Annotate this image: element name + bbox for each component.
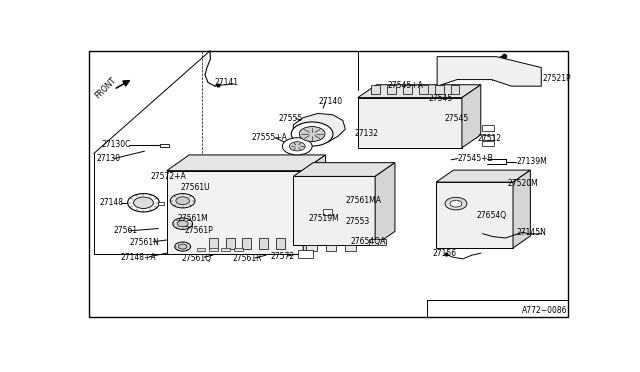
Text: 27545+B: 27545+B [458, 154, 493, 163]
Circle shape [450, 200, 462, 207]
Text: 27561MA: 27561MA [346, 196, 381, 205]
Polygon shape [375, 163, 395, 245]
Text: 27545: 27545 [428, 94, 452, 103]
Bar [243, 238, 252, 250]
Polygon shape [167, 171, 303, 254]
Circle shape [170, 193, 195, 208]
Text: 27545+A: 27545+A [388, 81, 424, 90]
Bar [209, 238, 218, 250]
Bar [451, 85, 460, 94]
Text: 27545: 27545 [445, 114, 469, 123]
Bar [306, 244, 317, 251]
Polygon shape [436, 170, 531, 182]
Circle shape [175, 242, 191, 251]
Text: 27555+A: 27555+A [251, 133, 287, 142]
Text: A772−0086: A772−0086 [522, 306, 567, 315]
Text: 27519M: 27519M [308, 214, 339, 223]
Text: 27145N: 27145N [516, 228, 547, 237]
Text: 27521P: 27521P [542, 74, 571, 83]
Text: 27512: 27512 [478, 134, 502, 142]
Polygon shape [293, 163, 395, 176]
Bar [482, 135, 494, 140]
Text: 27148: 27148 [100, 198, 124, 207]
Circle shape [173, 218, 193, 230]
Bar [387, 85, 396, 94]
Circle shape [289, 142, 305, 151]
Bar [403, 85, 412, 94]
Text: 27561: 27561 [114, 226, 138, 235]
Text: 27561R: 27561R [233, 254, 262, 263]
Circle shape [282, 138, 312, 155]
Bar [346, 244, 356, 251]
Text: 27553: 27553 [346, 217, 370, 226]
Bar [371, 85, 380, 94]
Circle shape [176, 197, 189, 205]
Bar [196, 248, 205, 251]
Text: 27654Q: 27654Q [477, 211, 507, 220]
Polygon shape [358, 85, 481, 97]
Polygon shape [303, 155, 326, 254]
Text: 27130: 27130 [97, 154, 120, 163]
Text: 27572+A: 27572+A [151, 172, 187, 181]
Bar [326, 244, 337, 251]
Text: 27140: 27140 [318, 97, 342, 106]
Circle shape [300, 126, 325, 141]
Bar [259, 238, 268, 250]
Bar [369, 240, 386, 245]
Polygon shape [167, 155, 326, 171]
Text: 27520M: 27520M [508, 179, 538, 188]
Text: 27555: 27555 [278, 114, 303, 123]
Text: 27130C: 27130C [101, 140, 131, 150]
Bar [226, 238, 235, 250]
Polygon shape [436, 182, 513, 248]
Text: 27654QA: 27654QA [350, 237, 386, 246]
Circle shape [134, 197, 154, 208]
Circle shape [179, 244, 187, 249]
Circle shape [177, 221, 188, 227]
Text: 27561U: 27561U [180, 183, 210, 192]
Text: 27141: 27141 [215, 78, 239, 87]
Bar [209, 248, 218, 251]
Bar [221, 248, 230, 251]
Bar [234, 248, 243, 251]
Text: 27561P: 27561P [184, 226, 213, 235]
Bar [419, 85, 428, 94]
Text: 27561Q: 27561Q [182, 254, 212, 263]
Bar [298, 250, 313, 258]
Bar [482, 125, 494, 131]
Bar [158, 202, 164, 205]
Text: 27139M: 27139M [516, 157, 547, 166]
Circle shape [127, 193, 159, 212]
Text: 27561M: 27561M [177, 214, 208, 223]
Circle shape [445, 197, 467, 210]
Text: 27132: 27132 [355, 129, 378, 138]
Polygon shape [437, 57, 541, 86]
Bar [435, 85, 444, 94]
Bar [323, 209, 332, 215]
Polygon shape [462, 85, 481, 148]
Polygon shape [293, 176, 375, 245]
Polygon shape [293, 113, 346, 146]
Text: 27572: 27572 [271, 252, 295, 261]
Circle shape [291, 122, 333, 146]
Bar [482, 141, 494, 146]
Bar [161, 144, 169, 147]
Polygon shape [513, 170, 531, 248]
Bar [276, 238, 285, 250]
Text: 27148+A: 27148+A [121, 253, 156, 262]
Text: 27156: 27156 [432, 249, 456, 258]
Text: 27561N: 27561N [129, 238, 159, 247]
Polygon shape [358, 97, 462, 148]
Text: FRONT: FRONT [93, 75, 118, 100]
